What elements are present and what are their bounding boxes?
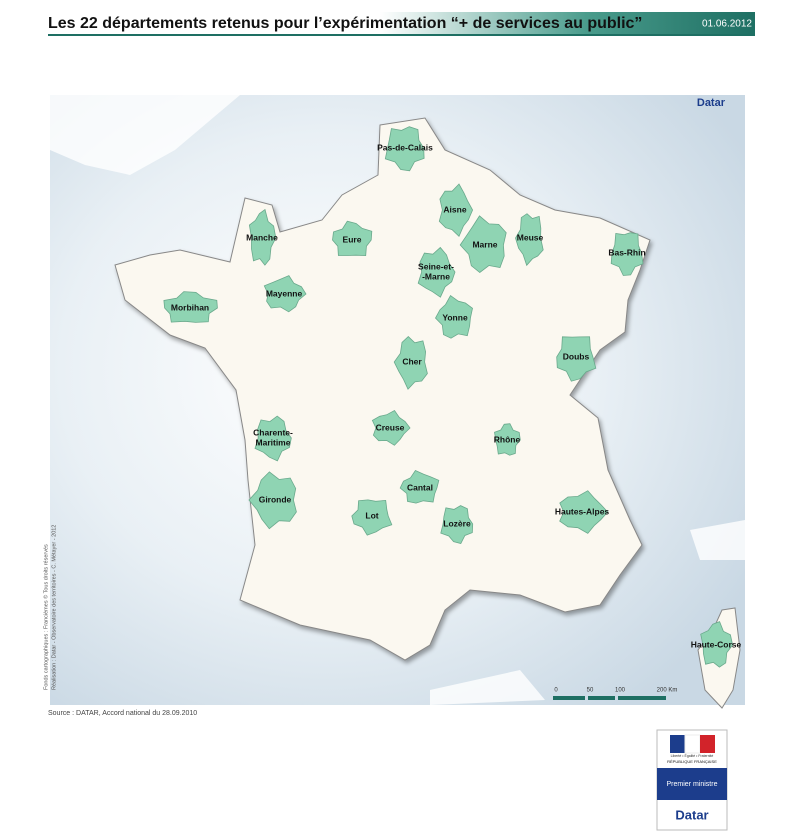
department-area	[399, 469, 440, 504]
department-area	[417, 246, 456, 298]
title: Les 22 départements retenus pour l’expér…	[48, 15, 642, 32]
department-area	[610, 232, 644, 276]
credit: Réalisation : Datar - Observatoire des t…	[51, 525, 57, 690]
department-area	[559, 490, 609, 534]
department-label: Meuse	[517, 232, 544, 242]
logo-brand: Datar	[675, 807, 708, 822]
ministry-band	[657, 768, 727, 800]
department-label: Eure	[343, 234, 362, 244]
scale-label: 50	[587, 688, 594, 694]
logo-republic: RÉPUBLIQUE FRANÇAISE	[667, 759, 717, 764]
department-area	[248, 471, 297, 530]
scale-label: 0	[554, 688, 558, 694]
department-label: Aisne	[443, 204, 466, 214]
department-label: Cantal	[407, 482, 433, 492]
department-label: Seine-et-	[418, 261, 454, 271]
department-area	[263, 275, 307, 313]
department-label: Gironde	[259, 494, 292, 504]
department-label: Yonne	[442, 312, 468, 322]
department-label: Haute-Corse	[691, 639, 742, 649]
flag-white	[684, 734, 701, 754]
department-area	[515, 213, 544, 267]
department-label: Doubs	[563, 351, 590, 361]
flag-blue	[670, 735, 685, 753]
africa-coast	[430, 670, 545, 705]
date: 01.06.2012	[702, 19, 752, 30]
logo-motto: Liberté • Égalité • Fraternité	[671, 753, 714, 758]
department-label: Morbihan	[171, 302, 209, 312]
department-area	[435, 295, 473, 339]
department-label: Bas-Rhin	[608, 247, 645, 257]
logo-ministry: Premier ministre	[667, 781, 718, 788]
scale-label: 100	[615, 688, 626, 694]
england	[50, 95, 240, 175]
department-area	[254, 415, 292, 462]
department-label: Maritime	[256, 437, 291, 447]
department-label: Hautes-Alpes	[555, 506, 610, 516]
logo	[656, 729, 728, 831]
department-area	[700, 621, 734, 668]
scale-segment	[618, 696, 666, 700]
scale-label: 200 Km	[657, 688, 678, 694]
credit: Fonds cartographiques : Francièmes © Tou…	[42, 544, 49, 690]
department-area	[556, 336, 597, 382]
department-label: Cher	[402, 356, 422, 366]
department-area	[393, 336, 428, 390]
department-label: Charente-	[253, 427, 293, 437]
department-area	[438, 183, 474, 237]
department-label: Creuse	[376, 422, 405, 432]
department-label: Lozère	[443, 518, 471, 528]
france-outline	[114, 117, 651, 661]
scale-segment	[588, 696, 615, 700]
department-area	[332, 220, 373, 257]
department-area	[459, 215, 507, 274]
scale-segment	[553, 696, 585, 700]
department-label: Mayenne	[266, 288, 303, 298]
department-label: Marne	[472, 239, 497, 249]
department-label: Pas-de-Calais	[377, 142, 433, 152]
flag-red	[700, 735, 715, 753]
department-label: Manche	[246, 232, 278, 242]
department-area	[384, 126, 425, 172]
italy-coast	[690, 520, 745, 560]
department-area	[440, 505, 474, 544]
department-label: Lot	[365, 510, 378, 520]
department-area	[371, 409, 411, 446]
department-area	[494, 423, 521, 456]
map-brand: Datar	[697, 97, 726, 109]
department-label: Rhône	[494, 434, 521, 444]
department-area	[248, 208, 277, 266]
header-band	[380, 12, 755, 34]
department-area	[163, 291, 218, 323]
source: Source : DATAR, Accord national du 28.09…	[48, 710, 197, 717]
department-area	[351, 499, 393, 536]
scale-bar	[553, 696, 666, 700]
department-label: -Marne	[422, 271, 450, 281]
